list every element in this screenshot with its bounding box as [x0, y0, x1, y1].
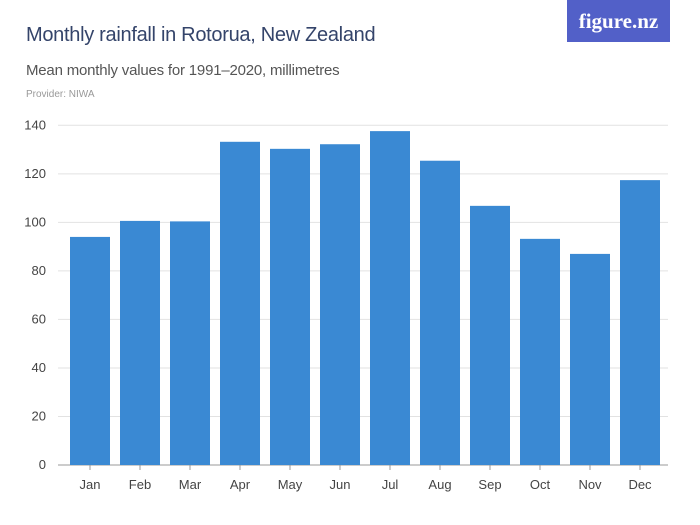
x-tick-label: Mar — [179, 477, 202, 492]
x-tick-label: Feb — [129, 477, 151, 492]
y-tick-label: 140 — [24, 117, 46, 132]
x-tick-label: Aug — [428, 477, 451, 492]
x-tick-label: Apr — [230, 477, 251, 492]
provider-label: Provider: NIWA — [26, 89, 95, 100]
figure-nz-logo[interactable]: figure.nz — [567, 0, 670, 42]
y-tick-label: 20 — [32, 408, 46, 423]
bar-oct — [520, 238, 560, 465]
bar-dec — [620, 180, 660, 466]
bar-jun — [320, 144, 360, 465]
x-tick-label: Nov — [578, 477, 602, 492]
bar-apr — [220, 141, 260, 465]
y-tick-label: 100 — [24, 214, 46, 229]
x-tick-label: May — [278, 477, 303, 492]
y-tick-label: 40 — [32, 360, 46, 375]
y-tick-label: 0 — [39, 457, 46, 472]
y-tick-label: 120 — [24, 166, 46, 181]
chart-subtitle: Mean monthly values for 1991–2020, milli… — [26, 62, 340, 79]
y-tick-label: 60 — [32, 311, 46, 326]
x-tick-label: Jan — [80, 477, 101, 492]
y-tick-label: 80 — [32, 263, 46, 278]
bar-jul — [370, 131, 410, 466]
bar-nov — [570, 253, 610, 465]
x-tick-label: Sep — [478, 477, 501, 492]
x-tick-label: Jul — [382, 477, 399, 492]
bar-mar — [170, 221, 210, 465]
bar-jan — [70, 236, 110, 465]
bar-feb — [120, 220, 160, 465]
x-tick-label: Oct — [530, 477, 551, 492]
bar-aug — [420, 160, 460, 465]
x-tick-label: Jun — [330, 477, 351, 492]
bar-sep — [470, 205, 510, 465]
chart-title: Monthly rainfall in Rotorua, New Zealand — [26, 24, 376, 46]
bar-may — [270, 148, 310, 465]
x-tick-label: Dec — [628, 477, 652, 492]
